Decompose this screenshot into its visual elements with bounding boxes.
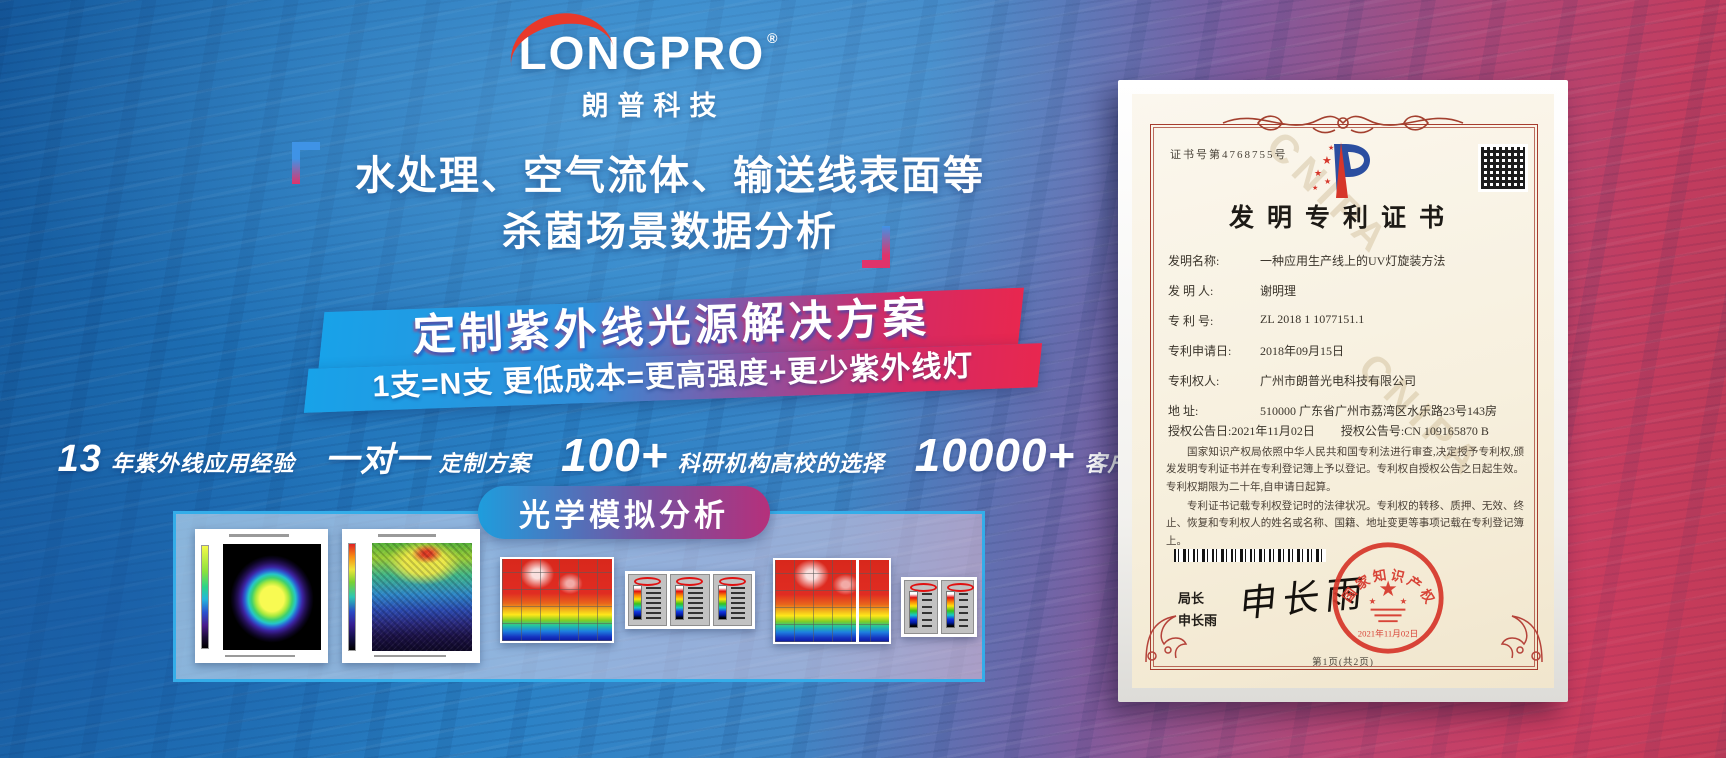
stat-value: 10000+	[914, 429, 1076, 481]
svg-text:★: ★	[1322, 155, 1332, 167]
headline-line2: 杀菌场景数据分析	[502, 210, 838, 254]
stat-label: 定制方案	[438, 451, 531, 476]
svg-text:★: ★	[1328, 144, 1334, 152]
sim-image-heat-grid	[500, 557, 614, 643]
certificate-paper: CNIPA CNIPA 证书号第4768755号 ★ ★ ★ ★	[1132, 94, 1554, 688]
stat-label: 科研机构高校的选择	[677, 451, 885, 476]
sim-image-legend-3	[625, 571, 755, 629]
irradiance-plot	[372, 543, 472, 651]
patent-certificate: CNIPA CNIPA 证书号第4768755号 ★ ★ ★ ★	[1118, 80, 1568, 702]
legend-scale	[670, 574, 710, 626]
director-block: 局长 申长雨	[1178, 588, 1217, 632]
brand-logo: LONGPRO ® 朗普科技	[503, 4, 780, 123]
corner-flourish-icon	[1145, 615, 1188, 663]
uv-heatmap	[502, 559, 612, 641]
headline-line1: 水处理、空气流体、输送线表面等	[355, 154, 985, 198]
stat-experience: 13 年紫外线应用经验	[58, 438, 295, 481]
official-seal: 国家知识产权局 ★ ★ ★ 2021年11月02日	[1330, 540, 1444, 654]
quote-bracket-close-icon	[856, 226, 890, 268]
page-footer: 第1页(共2页)	[1312, 658, 1374, 668]
legend-scale	[940, 580, 974, 634]
registered-mark: ®	[767, 30, 780, 46]
field-row: 专利申请日: 2018年09月15日	[1168, 344, 1345, 358]
qr-code	[1478, 144, 1528, 192]
brand-wordmark: LONGPRO ®	[503, 4, 780, 79]
highlight-ellipse-icon	[718, 577, 746, 586]
rainbow-scale-icon	[909, 591, 918, 628]
stat-value: 13	[57, 438, 102, 480]
legal-paragraph-1: 国家知识产权局依照中华人民共和国专利法进行审查,决定授予专利权,颁发发明专利证书…	[1166, 447, 1524, 493]
svg-text:★: ★	[1312, 184, 1318, 192]
svg-text:★: ★	[1324, 177, 1331, 186]
stat-one-on-one: 一对一 定制方案	[325, 432, 531, 481]
brand-name: LONGPRO	[518, 27, 766, 79]
highlight-ellipse-icon	[634, 577, 661, 586]
highlight-ellipse-icon	[910, 583, 937, 592]
certificate-fields: 发明名称: 一种应用生产线上的UV灯旋装方法 发 明 人: 谢明理 专 利 号:…	[1168, 252, 1524, 432]
rainbow-scale-icon	[675, 585, 685, 620]
director-title: 局长	[1178, 591, 1205, 606]
sim-image-heat-grid-wide	[773, 558, 891, 644]
stat-value: 一对一	[324, 441, 430, 479]
color-scale-bar	[348, 543, 356, 651]
stats-row: 13 年紫外线应用经验 一对一 定制方案 100+ 科研机构高校的选择 1000…	[58, 428, 1222, 482]
svg-text:★: ★	[1378, 577, 1397, 601]
sim-image-circular-irradiance	[195, 529, 328, 663]
svg-text:★: ★	[1314, 168, 1322, 178]
rainbow-scale-icon	[945, 591, 955, 628]
cnipa-logo-icon: ★ ★ ★ ★ ★	[1312, 142, 1370, 198]
irradiance-plot	[223, 544, 321, 650]
top-flourish-ornament	[1222, 115, 1464, 134]
certificate-number: 证书号第4768755号	[1170, 149, 1288, 161]
barcode	[1174, 549, 1326, 562]
color-scale-bar	[201, 545, 209, 649]
headline: 水处理、空气流体、输送线表面等 杀菌场景数据分析	[320, 148, 1020, 260]
svg-text:★: ★	[1400, 596, 1408, 606]
certificate-legal-text: 国家知识产权局依照中华人民共和国专利法进行审查,决定授予专利权,颁发发明专利证书…	[1166, 444, 1524, 552]
rainbow-scale-icon	[717, 585, 727, 620]
field-row: 发明名称: 一种应用生产线上的UV灯旋装方法	[1168, 254, 1446, 268]
sim-image-legend-2	[901, 577, 977, 637]
certificate-title: 发明专利证书	[1228, 205, 1457, 232]
field-row: 地 址: 510000 广东省广州市荔湾区水乐路23号143房	[1168, 404, 1498, 418]
rainbow-scale-icon	[633, 585, 642, 620]
uv-heatmap	[775, 560, 889, 642]
field-row: 专利权人: 广州市朗普光电科技有限公司	[1168, 374, 1417, 388]
legal-paragraph-2: 专利证书记载专利权登记时的法律状况。专利权的转移、质押、无效、终止、恢复和专利权…	[1166, 500, 1524, 547]
svg-text:2021年11月02日: 2021年11月02日	[1358, 628, 1419, 639]
highlight-ellipse-icon	[676, 577, 704, 586]
svg-text:★: ★	[1369, 596, 1377, 606]
sim-image-noisy-irradiance	[342, 529, 480, 663]
stat-value: 100+	[560, 429, 669, 481]
grant-row: 授权公告日:2021年11月02日 授权公告号:CN 109165870 B	[1168, 424, 1489, 438]
stat-label: 年紫外线应用经验	[110, 451, 295, 476]
quote-bracket-open-icon	[292, 142, 326, 184]
stat-institutions: 100+ 科研机构高校的选择	[561, 428, 885, 482]
legend-scale	[904, 580, 938, 634]
director-name: 申长雨	[1178, 613, 1218, 628]
highlight-ellipse-icon	[946, 583, 974, 592]
legend-scale	[712, 574, 752, 626]
corner-flourish-icon	[1500, 615, 1543, 663]
field-row: 专 利 号: ZL 2018 1 1077151.1	[1168, 312, 1365, 328]
field-row: 发 明 人: 谢明理	[1168, 284, 1297, 298]
legend-scale	[628, 574, 668, 626]
brand-chinese-name: 朗普科技	[581, 91, 726, 121]
simulation-badge: 光学模拟分析	[478, 486, 770, 539]
